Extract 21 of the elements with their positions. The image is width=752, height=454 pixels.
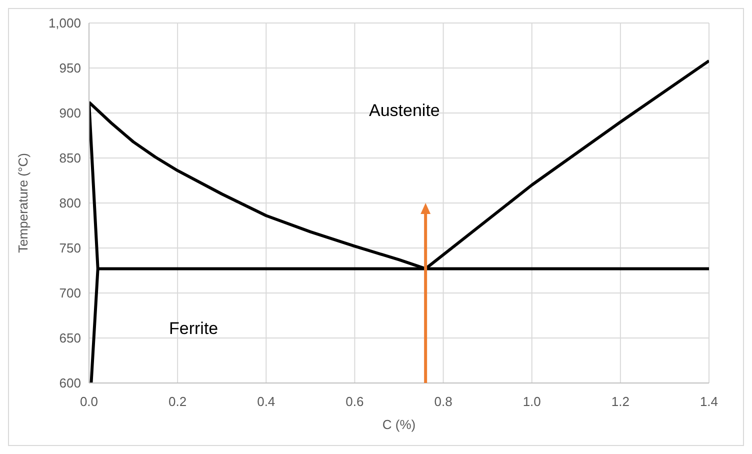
- y-tick-label: 950: [59, 60, 81, 76]
- x-tick-label: 0.4: [257, 394, 276, 410]
- y-tick-label: 650: [59, 330, 81, 346]
- y-tick-label: 900: [59, 106, 81, 121]
- y-tick-label: 600: [59, 376, 81, 391]
- annotation: Ferrite: [169, 319, 218, 339]
- annotation: Austenite: [369, 101, 440, 121]
- x-tick-label: 1.2: [611, 394, 630, 410]
- y-tick-label: 800: [59, 196, 81, 211]
- x-tick-label: 1.0: [522, 394, 541, 410]
- x-tick-label: 0.2: [168, 394, 187, 410]
- y-axis-title: Temperature (°C): [16, 153, 31, 253]
- y-tick-label: 850: [59, 150, 81, 166]
- y-tick-label: 750: [59, 240, 81, 256]
- x-axis-title: C (%): [382, 417, 416, 432]
- x-tick-label: 0.8: [434, 394, 452, 410]
- x-tick-label: 0.0: [80, 394, 98, 410]
- x-tick-label: 0.6: [346, 394, 364, 410]
- x-tick-label: 1.4: [700, 394, 718, 410]
- y-tick-label: 700: [59, 286, 81, 301]
- y-tick-label: 1,000: [48, 16, 81, 31]
